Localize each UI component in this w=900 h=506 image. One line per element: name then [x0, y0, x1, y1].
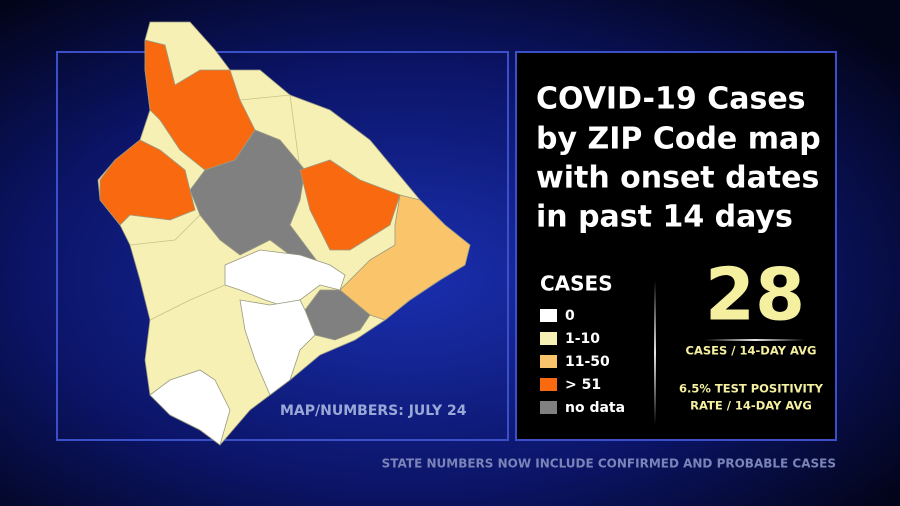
zip-region [339, 194, 471, 321]
positivity-line: RATE / 14-DAY AVG [690, 399, 812, 413]
zip-region [304, 289, 371, 341]
map-panel [56, 51, 509, 441]
zip-region [239, 299, 316, 396]
title-line: COVID-19 Cases [536, 82, 806, 117]
zip-boundary [149, 284, 226, 321]
cases-avg-value: 28 [705, 253, 805, 337]
map-note: MAP/NUMBERS: JULY 24 [280, 403, 467, 419]
legend-label: 1-10 [565, 331, 600, 347]
zip-boundary [129, 214, 201, 246]
legend-swatch [540, 309, 557, 322]
info-panel [515, 51, 837, 441]
footer-note: STATE NUMBERS NOW INCLUDE CONFIRMED AND … [382, 457, 836, 471]
zip-region [299, 159, 401, 251]
title-line: in past 14 days [536, 200, 793, 235]
legend-title: CASES [540, 272, 613, 296]
legend-swatch [540, 332, 557, 345]
title-line: with onset dates [536, 161, 819, 196]
divider [705, 339, 805, 341]
positivity-line: 6.5% TEST POSITIVITY [679, 382, 824, 396]
zip-boundary [239, 94, 301, 171]
zip-region [99, 139, 196, 226]
legend-label: no data [565, 400, 625, 416]
divider [654, 280, 656, 425]
title-line: by ZIP Code map [536, 122, 821, 157]
zip-region [224, 249, 346, 306]
legend: 0 1-10 11-50 > 51 no data [540, 308, 625, 416]
legend-swatch [540, 378, 557, 391]
cases-avg-label: CASES / 14-DAY AVG [686, 344, 817, 358]
legend-swatch [540, 401, 557, 414]
legend-label: 0 [565, 308, 575, 324]
island-map [97, 21, 471, 446]
zip-region [149, 369, 231, 446]
legend-label: > 51 [565, 377, 601, 393]
legend-label: 11-50 [565, 354, 610, 370]
legend-swatch [540, 355, 557, 368]
